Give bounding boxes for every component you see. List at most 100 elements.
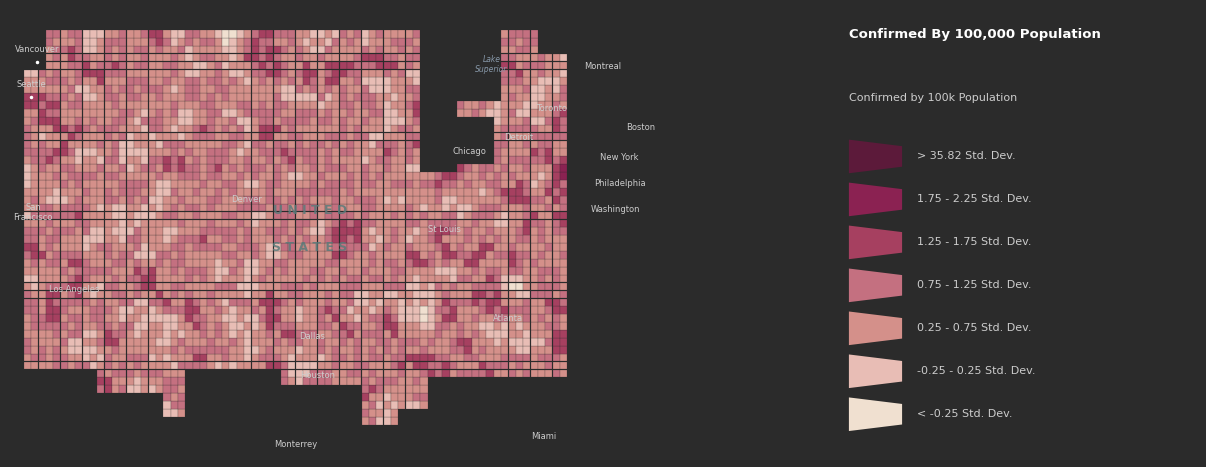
Bar [39,298,46,306]
Bar [236,275,244,283]
Bar [538,109,545,117]
Bar [324,235,332,243]
Bar [127,196,134,204]
Bar [303,38,310,46]
Bar [405,164,412,172]
Bar [215,219,222,227]
Bar [391,283,398,290]
Bar [317,46,324,54]
Bar [68,38,75,46]
Bar [39,243,46,251]
Bar [428,251,435,259]
Bar [523,180,531,188]
Bar [545,314,552,322]
Bar [560,101,567,109]
Bar [60,70,68,77]
Bar [274,227,281,235]
Bar [435,180,443,188]
Bar [236,259,244,267]
Bar [186,117,193,125]
Bar [493,322,500,330]
Bar [340,362,347,369]
Bar [252,38,258,46]
Bar [267,259,274,267]
Bar [148,85,156,93]
Bar [178,212,186,219]
Bar [355,101,362,109]
Bar [259,212,267,219]
Text: < -0.25 Std. Dev.: < -0.25 Std. Dev. [918,409,1013,419]
Bar [516,109,523,117]
Bar [347,149,355,156]
Bar [412,401,420,409]
Bar [355,251,362,259]
Bar [509,38,516,46]
Bar [236,314,244,322]
Bar [215,117,222,125]
Bar [98,290,105,298]
Bar [163,212,170,219]
Bar [112,346,119,354]
Bar [412,235,420,243]
Bar [229,251,236,259]
Bar [443,354,450,361]
Bar [486,338,493,346]
Bar [398,85,405,93]
Bar [523,172,531,180]
Bar [267,251,274,259]
Bar [443,314,450,322]
Bar [523,267,531,275]
Bar [127,38,134,46]
Bar [288,141,295,148]
Bar [178,243,186,251]
Bar [295,235,303,243]
Bar [60,172,68,180]
Bar [486,227,493,235]
Bar [560,314,567,322]
Bar [252,219,258,227]
Bar [421,227,427,235]
Bar [295,354,303,361]
Bar [295,78,303,85]
Bar [222,338,229,346]
Bar [362,54,369,61]
Bar [545,85,552,93]
Bar [281,204,288,212]
Bar [98,93,105,101]
Bar [552,314,560,322]
Bar [376,290,384,298]
Bar [119,204,127,212]
Bar [516,172,523,180]
Bar [303,164,310,172]
Bar [376,125,384,133]
Bar [39,141,46,148]
Bar [560,85,567,93]
Bar [119,227,127,235]
Bar [398,133,405,141]
Bar [369,85,376,93]
Bar [171,93,177,101]
Bar [215,70,222,77]
Bar [134,62,141,69]
Bar [60,109,68,117]
Bar [493,125,500,133]
Bar [288,62,295,69]
Bar [281,338,288,346]
Bar [148,78,156,85]
Bar [398,164,405,172]
Bar [75,227,82,235]
Bar [405,385,412,393]
Bar [333,133,339,141]
Bar [560,93,567,101]
Bar [310,30,317,38]
Bar [252,212,258,219]
Bar [310,251,317,259]
Bar [479,196,486,204]
Bar [369,30,376,38]
Bar [391,354,398,361]
Bar [333,338,339,346]
Bar [119,306,127,314]
Bar [186,235,193,243]
Bar [244,46,251,54]
Bar [60,204,68,212]
